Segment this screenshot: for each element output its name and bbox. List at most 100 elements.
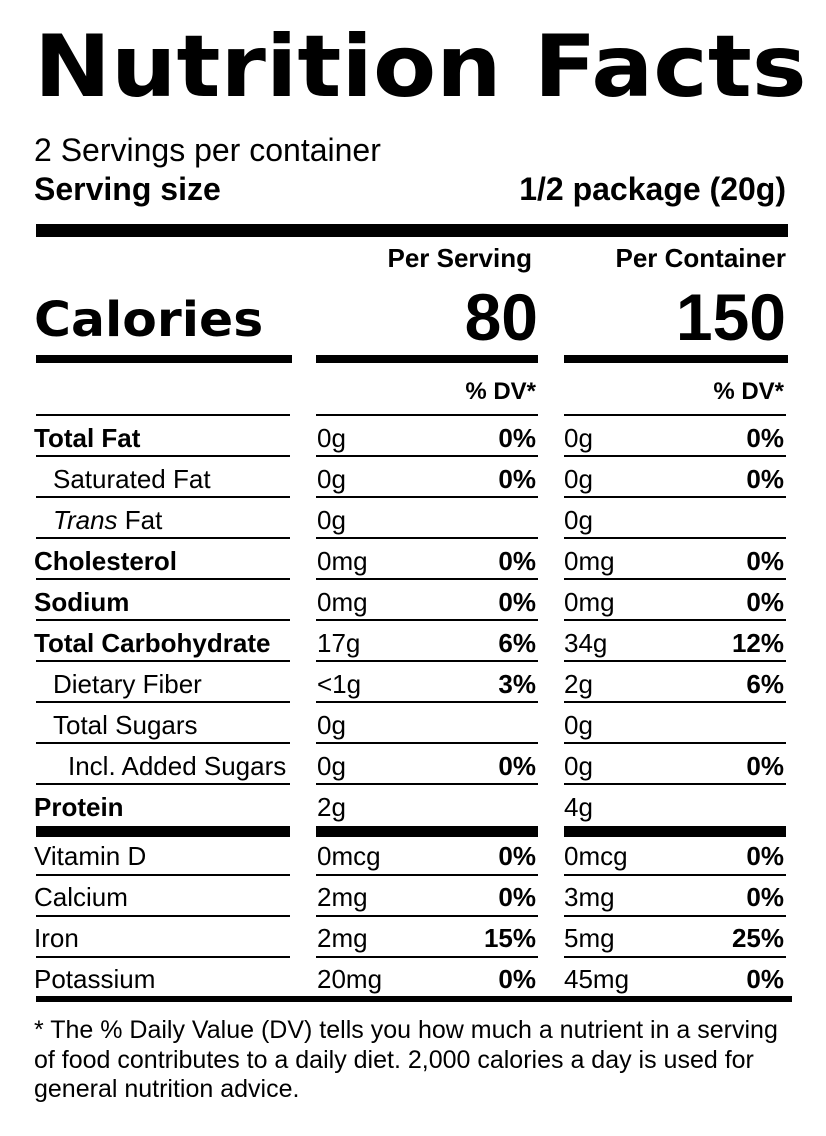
row-rule-3: [564, 783, 786, 785]
nutrient-row-container-amount: 0mg: [564, 587, 615, 617]
nutrient-row-serving-dv: 0%: [498, 587, 536, 617]
nutrient-row-container-dv: 0%: [746, 464, 784, 494]
nutrient-row-container-amount: 4g: [564, 792, 593, 822]
thick-rule-vitamins-2: [316, 826, 538, 837]
vitamin-row-serving-dv: 15%: [483, 923, 536, 953]
thick-rule-calories-3: [564, 355, 788, 363]
footnote: * The % Daily Value (DV) tells you how m…: [34, 1016, 778, 1103]
nutrient-row-container-amount: 2g: [564, 669, 593, 699]
vitamin-rule-3: [564, 956, 786, 958]
nutrient-row-serving-amount: 0g: [317, 423, 346, 453]
vitamin-rule-3: [564, 874, 786, 876]
vitamin-row-serving-amount: 2mg: [317, 923, 368, 953]
nutrient-row-container-amount: 0g: [564, 505, 593, 535]
row-rule-1: [36, 701, 290, 703]
servings-per-container: 2 Servings per container: [34, 132, 381, 168]
row-rule-1: [36, 742, 290, 744]
vitamin-row-container-dv: 25%: [731, 923, 784, 953]
nutrient-row-label: Dietary Fiber: [53, 669, 202, 699]
nutrient-row-container-dv: 0%: [746, 423, 784, 453]
nutrient-row-container-dv: 0%: [746, 587, 784, 617]
vitamin-row-label: Vitamin D: [34, 841, 147, 871]
nutrient-row-label: Sodium: [34, 587, 130, 617]
nutrient-row-serving-amount: 0g: [317, 710, 346, 740]
vitamin-row-container-dv: 0%: [746, 964, 784, 994]
vitamin-rule-3: [564, 915, 786, 917]
vitamin-row-container-amount: 5mg: [564, 923, 615, 953]
vitamin-row-serving-amount: 2mg: [317, 882, 368, 912]
row-rule-1: [36, 660, 290, 662]
vitamin-row-serving-amount: 0mcg: [317, 841, 381, 871]
row-rule-2: [316, 783, 538, 785]
serving-size-value: 1/2 package (20g): [519, 171, 786, 207]
row-rule-1: [36, 783, 290, 785]
nutrient-row-label: Protein: [34, 792, 124, 822]
nutrient-row-serving-amount: <1g: [317, 669, 362, 699]
vitamin-rule-2: [316, 915, 538, 917]
row-rule-2: [316, 455, 538, 457]
vitamin-row-serving-dv: 0%: [498, 964, 536, 994]
nutrient-row-container-dv: 0%: [746, 546, 784, 576]
row-rule-1: [36, 578, 290, 580]
nutrient-row-serving-amount: 0g: [317, 751, 346, 781]
nutrient-row-serving-amount: 17g: [317, 628, 361, 658]
nutrient-row-container-amount: 0g: [564, 751, 593, 781]
nutrient-row-serving-amount: 0g: [317, 505, 346, 535]
vitamin-row-serving-dv: 0%: [498, 882, 536, 912]
row-rule-1: [36, 537, 290, 539]
nutrient-row-label: Trans Fat: [53, 507, 162, 533]
per-container-header: Per Container: [615, 243, 787, 273]
label-title: Nutrition Facts: [34, 17, 807, 117]
vitamin-row-container-dv: 0%: [746, 841, 784, 871]
vitamin-row-serving-dv: 0%: [498, 841, 536, 871]
thick-rule-vitamins-1: [36, 826, 290, 837]
nutrient-row-serving-amount: 0mg: [317, 587, 368, 617]
vitamin-rule-1: [36, 915, 290, 917]
nutrient-row-serving-amount: 0g: [317, 464, 346, 494]
thick-rule-top: [36, 224, 788, 237]
nutrient-row-container-amount: 0g: [564, 423, 593, 453]
thick-rule-bottom: [36, 996, 792, 1002]
dv-header-serving: % DV*: [465, 378, 536, 405]
nutrient-row-container-amount: 0g: [564, 710, 593, 740]
row-rule-header-3: [564, 414, 786, 416]
per-serving-header: Per Serving: [387, 243, 532, 273]
nutrient-row-label: Cholesterol: [34, 546, 178, 576]
vitamin-row-container-amount: 45mg: [564, 964, 630, 994]
row-rule-3: [564, 455, 786, 457]
nutrient-row-label: Total Sugars: [53, 710, 198, 740]
row-rule-2: [316, 537, 538, 539]
label-italic-part: Trans: [53, 505, 118, 535]
serving-size-label: Serving size: [34, 171, 221, 207]
row-rule-2: [316, 496, 538, 498]
thick-rule-calories-1: [36, 355, 292, 363]
calories-per-container: 150: [675, 280, 786, 354]
nutrient-row-label: Incl. Added Sugars: [68, 751, 287, 781]
nutrient-row-label: Saturated Fat: [53, 464, 211, 494]
nutrient-row-container-amount: 34g: [564, 628, 608, 658]
calories-per-serving: 80: [464, 280, 538, 354]
row-rule-2: [316, 660, 538, 662]
vitamin-row-container-dv: 0%: [746, 882, 784, 912]
calories-label: Calories: [34, 292, 264, 348]
row-rule-1: [36, 455, 290, 457]
nutrient-row-serving-amount: 0mg: [317, 546, 368, 576]
thick-rule-vitamins-3: [564, 826, 786, 837]
nutrient-row-serving-dv: 0%: [498, 423, 536, 453]
row-rule-3: [564, 742, 786, 744]
vitamin-row-container-amount: 3mg: [564, 882, 615, 912]
row-rule-1: [36, 619, 290, 621]
nutrient-row-serving-amount: 2g: [317, 792, 346, 822]
row-rule-header-1: [36, 414, 290, 416]
row-rule-2: [316, 701, 538, 703]
vitamin-rule-1: [36, 874, 290, 876]
row-rule-2: [316, 742, 538, 744]
label-rest-part: Fat: [117, 505, 163, 535]
nutrient-row-serving-dv: 0%: [498, 464, 536, 494]
nutrient-row-container-dv: 12%: [731, 628, 784, 658]
vitamin-rule-2: [316, 874, 538, 876]
nutrient-row-container-dv: 0%: [746, 751, 784, 781]
vitamin-row-label: Potassium: [34, 964, 156, 994]
row-rule-3: [564, 578, 786, 580]
row-rule-3: [564, 660, 786, 662]
